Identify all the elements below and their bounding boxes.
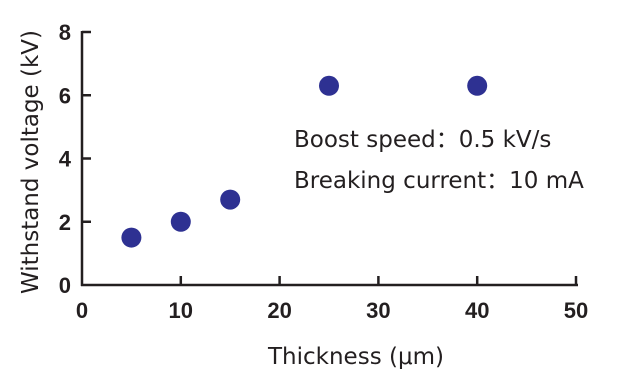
x-axis-title: Thickness (μm) bbox=[267, 344, 444, 370]
y-ticks: 0 2 4 6 8 bbox=[59, 20, 91, 298]
axes bbox=[80, 31, 578, 287]
y-axis-title: Withstand voltage (kV) bbox=[18, 30, 44, 294]
x-tick-label: 50 bbox=[564, 298, 588, 323]
data-point bbox=[121, 227, 142, 248]
x-tick-label: 30 bbox=[366, 298, 390, 323]
x-tick-label: 0 bbox=[76, 298, 88, 323]
x-tick-label: 40 bbox=[465, 298, 489, 323]
y-tick-label: 6 bbox=[59, 83, 71, 108]
data-point bbox=[220, 189, 241, 210]
x-tick-label: 20 bbox=[267, 298, 291, 323]
y-tick-label: 4 bbox=[59, 147, 72, 172]
data-point bbox=[170, 211, 191, 232]
y-tick-label: 8 bbox=[59, 20, 71, 45]
x-ticks: 0 10 20 30 40 50 bbox=[76, 276, 588, 323]
y-tick-label: 2 bbox=[59, 210, 71, 235]
x-tick-label: 10 bbox=[169, 298, 193, 323]
data-point bbox=[467, 75, 488, 96]
data-point bbox=[319, 75, 339, 96]
annotation-boost-speed: Boost speed：0.5 kV/s bbox=[294, 127, 551, 153]
annotation-breaking-current: Breaking current：10 mA bbox=[294, 168, 584, 194]
data-points bbox=[121, 75, 488, 248]
y-tick-label: 0 bbox=[59, 273, 71, 298]
